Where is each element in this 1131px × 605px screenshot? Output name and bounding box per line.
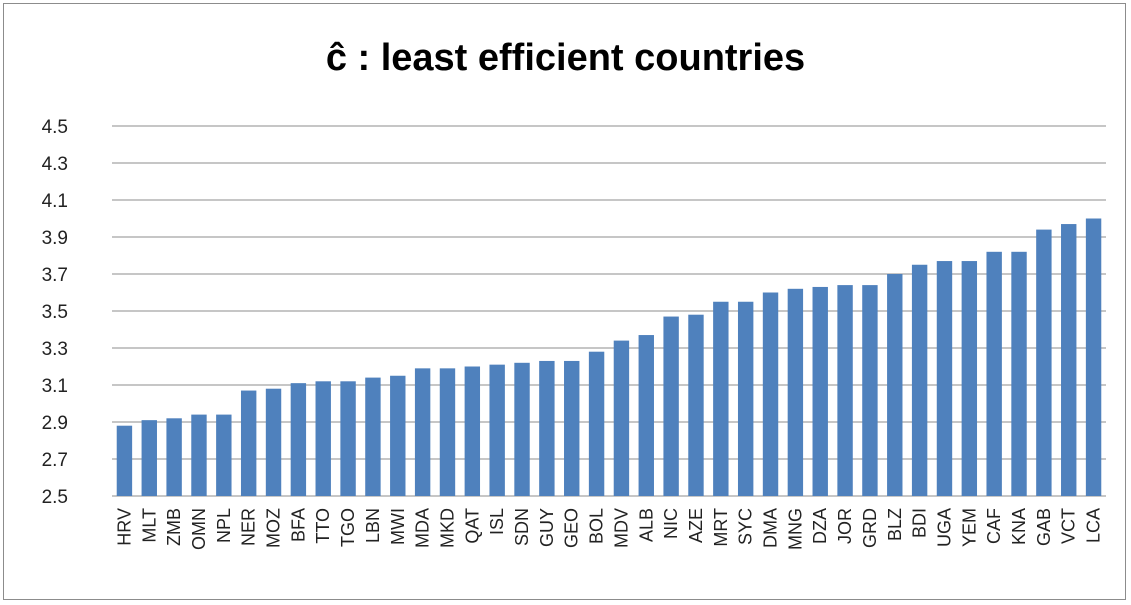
x-category-label: YEM [959,508,979,547]
bar-mwi [390,375,406,496]
bar-isl [489,364,505,496]
bar-ner [240,390,257,496]
bar-mdv [613,340,630,496]
x-category-label: HRV [114,508,134,546]
x-category-label: SYC [736,508,756,545]
bar-lca [1085,218,1102,496]
x-category-label: TTO [313,508,333,544]
x-category-label: BDI [910,508,930,538]
bar-dma [762,292,779,496]
x-category-label: DMA [761,508,781,548]
bar-vct [1061,224,1077,497]
bar-mrt [713,301,729,496]
bar-tto [315,381,331,496]
bar-geo [564,360,580,496]
bar-gab [1036,229,1052,496]
x-category-label: BOL [587,508,607,544]
x-category-label: VCT [1059,508,1079,544]
x-category-label: JOR [835,508,855,544]
y-tick-label: 3.1 [42,376,68,397]
x-category-label: GUY [537,508,557,547]
y-tick-label: 3.3 [42,339,68,360]
x-category-label: MNG [785,508,805,550]
x-category-label: MWI [388,508,408,545]
x-category-label: GRD [860,508,880,548]
bar-hrv [116,425,133,496]
bar-jor [837,285,853,496]
x-category-label: TGO [338,508,358,547]
y-tick-label: 4.3 [42,154,68,175]
y-tick-label: 2.7 [42,450,68,471]
x-category-label: GAB [1034,508,1054,546]
bar-npl [216,414,232,496]
bar-alb [638,335,654,496]
x-category-label: LCA [1084,508,1104,543]
x-category-label: QAT [462,508,482,544]
x-category-label: MKD [437,508,457,548]
y-axis-tick-labels: 2.5 2.7 2.9 3.1 3.3 3.5 3.7 3.9 4.1 4.3 4.5 [42,117,68,508]
bars [116,218,1102,497]
bar-aze [688,314,704,496]
y-tick-label: 3.9 [42,228,68,249]
x-category-label: MLT [139,508,159,543]
bar-guy [539,360,555,496]
y-tick-label: 4.5 [42,117,68,138]
x-axis-category-labels: HRV MLT ZMB OMN NPL NER MOZ BFA TTO TGO LBN MWI MDA M… [114,508,1103,550]
x-category-label: MRT [711,508,731,547]
bar-grd [862,285,878,496]
x-category-label: SDN [512,508,532,546]
chart-title: ĉ : least efficient countries [325,37,806,79]
y-tick-label: 2.5 [42,487,68,508]
x-category-label: NER [239,508,259,546]
bar-nic [663,316,679,496]
bar-bdi [911,264,928,496]
bar-yem [961,261,978,496]
x-category-label: LBN [363,508,383,543]
bar-qat [464,366,481,496]
x-category-label: UGA [934,508,954,547]
bar-omn [191,414,207,496]
gridlines [112,125,1106,497]
bar-caf [986,251,1002,496]
x-category-label: ALB [636,508,656,542]
x-category-label: CAF [984,508,1004,544]
y-tick-label: 4.1 [42,191,68,212]
x-category-label: AZE [686,508,706,543]
x-category-label: MDV [611,508,631,548]
bar-syc [737,301,754,496]
x-category-label: NPL [214,508,234,543]
bar-mda [414,368,431,496]
x-category-label: ZMB [164,508,184,546]
y-tick-label: 3.5 [42,302,68,323]
bar-moz [265,388,282,496]
bar-tgo [340,381,356,496]
x-category-label: MDA [413,508,433,548]
bar-blz [887,274,903,496]
x-category-label: KNA [1009,508,1029,545]
x-category-label: OMN [189,508,209,550]
bar-mng [787,288,804,496]
y-tick-label: 3.7 [42,265,68,286]
x-category-label: MOZ [264,508,284,548]
bar-dza [812,286,828,496]
bar-mkd [439,368,456,496]
x-category-label: GEO [562,508,582,548]
bar-uga [936,261,953,496]
bar-bol [588,351,605,496]
bar-mlt [141,420,157,496]
x-category-label: BLZ [885,508,905,541]
x-category-label: BFA [288,508,308,542]
bar-zmb [166,418,182,496]
x-category-label: DZA [810,508,830,544]
bar-bfa [290,383,307,496]
bar-kna [1011,251,1027,496]
bar-sdn [514,362,530,496]
x-category-label: ISL [487,508,507,535]
y-tick-label: 2.9 [42,413,68,434]
bar-lbn [365,377,381,496]
x-category-label: NIC [661,508,681,539]
